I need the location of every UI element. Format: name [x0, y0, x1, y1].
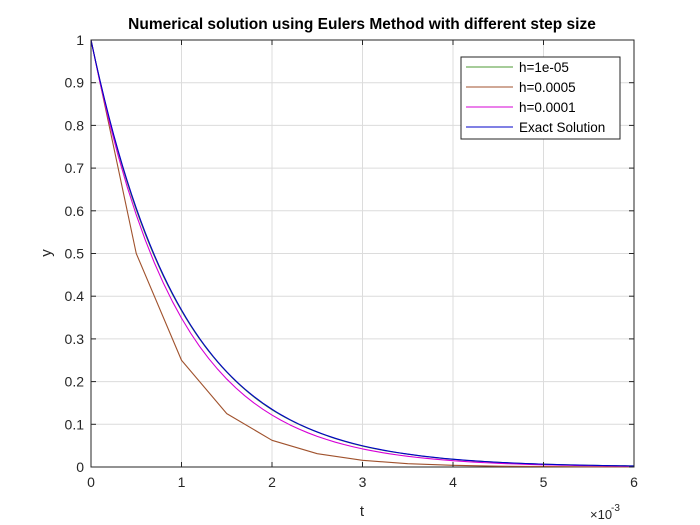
y-tick-label: 0.8 — [65, 117, 85, 133]
x-axis-label: t — [360, 503, 365, 520]
x-tick-label: 0 — [87, 474, 95, 490]
y-tick-label: 1 — [76, 32, 84, 48]
y-tick-label: 0 — [76, 459, 84, 475]
x-tick-label: 4 — [449, 474, 457, 490]
y-tick-label: 0.1 — [65, 416, 85, 432]
axis-ticks: 0 1 2 3 4 5 6 0 0.1 0.2 0.3 0.4 0.5 0.6 0.7 0.8 0.9 1 — [65, 32, 639, 490]
x-exponent-power: -3 — [611, 503, 620, 514]
x-exponent-base: ×10 — [590, 507, 612, 522]
y-tick-label: 0.4 — [65, 288, 85, 304]
legend-label-4: Exact Solution — [519, 120, 605, 135]
y-tick-label: 0.2 — [65, 374, 85, 390]
y-axis-label: y — [38, 249, 55, 257]
x-tick-label: 3 — [359, 474, 367, 490]
y-tick-label: 0.3 — [65, 331, 85, 347]
y-tick-label: 0.5 — [65, 246, 85, 262]
chart-title: Numerical solution using Eulers Method w… — [128, 16, 596, 33]
x-axis-exponent: ×10 -3 — [590, 503, 620, 522]
legend-box — [460, 56, 621, 140]
legend: h=1e-05 h=0.0005 h=0.0001 Exact Solution — [460, 56, 621, 140]
x-tick-label: 5 — [540, 474, 548, 490]
y-tick-label: 0.6 — [65, 203, 85, 219]
legend-label-3: h=0.0001 — [519, 100, 576, 115]
y-tick-label: 0.7 — [65, 160, 85, 176]
y-tick-label: 0.9 — [65, 75, 85, 91]
x-tick-label: 2 — [268, 474, 276, 490]
legend-label-2: h=0.0005 — [519, 80, 576, 95]
legend-label-1: h=1e-05 — [519, 60, 569, 75]
x-tick-label: 6 — [630, 474, 638, 490]
x-tick-label: 1 — [178, 474, 186, 490]
